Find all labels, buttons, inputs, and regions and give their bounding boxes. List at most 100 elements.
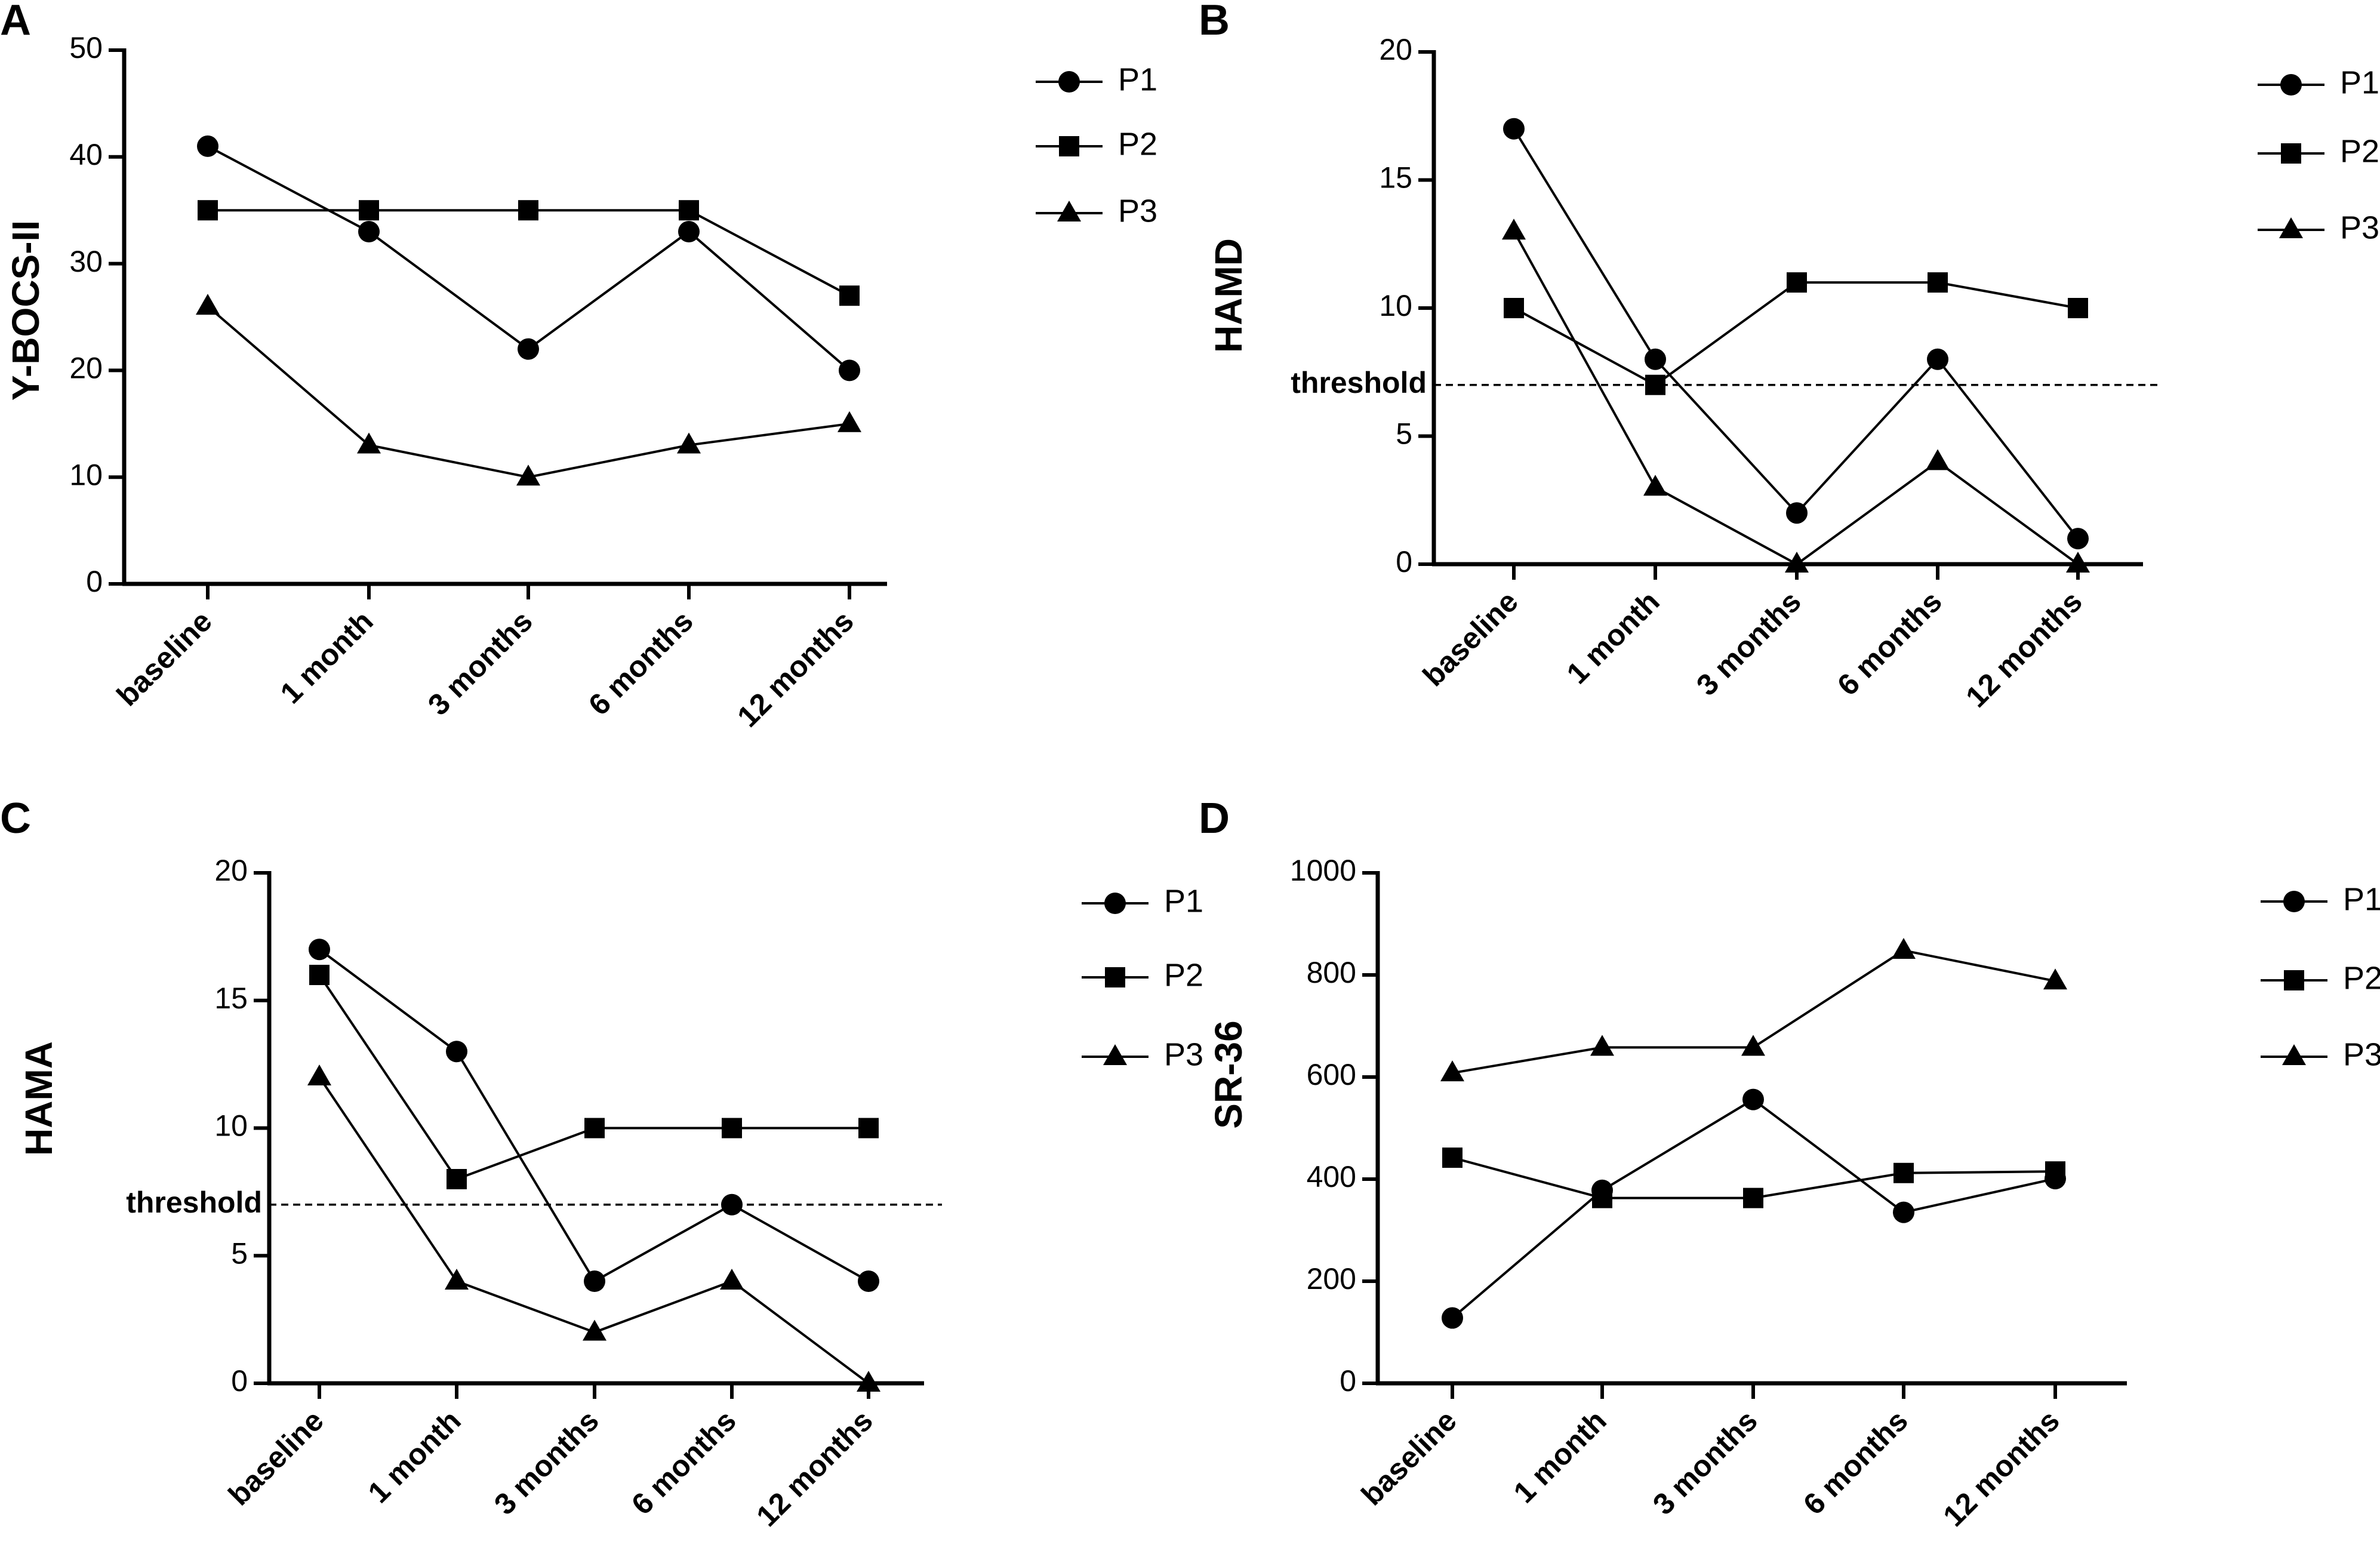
data-point-p1	[446, 1041, 467, 1063]
data-point-p2	[722, 1118, 742, 1139]
data-point-p1	[358, 220, 380, 242]
legend-marker	[1104, 893, 1126, 914]
data-point-p3	[1502, 219, 1526, 240]
data-point-p1	[1786, 502, 1808, 524]
series-p2	[198, 200, 860, 306]
series-p3	[307, 1064, 880, 1392]
y-axis-label: HAMA	[17, 1041, 60, 1156]
data-point-p3	[1785, 552, 1809, 573]
data-point-p2	[1504, 298, 1524, 318]
legend-marker	[2284, 970, 2304, 990]
data-point-p1	[1742, 1088, 1764, 1110]
data-point-p3	[516, 464, 540, 486]
data-point-p2	[839, 285, 860, 306]
y-tick-label: 5	[231, 1236, 248, 1270]
data-point-p2	[1645, 374, 1665, 395]
series-p1	[197, 135, 860, 381]
panel-letter: C	[0, 795, 31, 842]
legend-label: P1	[1164, 883, 1203, 919]
y-tick-label: 800	[1307, 956, 1356, 989]
data-point-p3	[2043, 968, 2067, 990]
legend-label: P1	[1118, 61, 1157, 97]
data-point-p2	[309, 965, 330, 985]
legend-entry-p2: P2	[2258, 133, 2379, 169]
data-point-p3	[357, 432, 381, 454]
data-point-p3	[1741, 1035, 1765, 1056]
data-point-p2	[584, 1118, 605, 1139]
data-point-p2	[1743, 1187, 1763, 1208]
legend-label: P3	[1118, 193, 1157, 229]
series-p3	[1440, 937, 2067, 1082]
y-tick-label: 20	[1379, 33, 1412, 66]
y-tick-label: 20	[69, 352, 103, 385]
data-point-p2	[447, 1169, 467, 1189]
data-point-p3	[720, 1269, 744, 1290]
data-point-p2	[1442, 1147, 1463, 1168]
y-tick-label: 15	[214, 982, 248, 1015]
data-point-p2	[1928, 272, 1948, 293]
legend-entry-p2: P2	[2261, 960, 2380, 996]
series-p2	[1442, 1147, 2065, 1208]
y-tick-label: 0	[231, 1364, 248, 1398]
legend-marker	[2283, 891, 2305, 912]
y-tick-label: 40	[69, 138, 103, 171]
legend-entry-p2: P2	[1036, 126, 1157, 162]
y-tick-label: 0	[1396, 545, 1412, 579]
data-point-p1	[1442, 1307, 1463, 1329]
data-point-p1	[1893, 1201, 1914, 1223]
data-point-p3	[677, 432, 701, 454]
data-point-p3	[838, 411, 861, 432]
data-point-p1	[839, 359, 860, 381]
panel-letter: A	[0, 0, 31, 44]
data-point-p3	[1440, 1060, 1464, 1082]
legend-entry-p1: P1	[1082, 883, 1203, 919]
y-tick-label: 0	[86, 565, 103, 598]
series-p2	[309, 965, 879, 1189]
data-point-p2	[198, 200, 218, 221]
data-point-p2	[518, 200, 538, 221]
legend-label: P1	[2343, 881, 2380, 917]
y-tick-label: 400	[1307, 1160, 1356, 1193]
series-p3	[196, 294, 861, 486]
legend-label: P2	[1118, 126, 1157, 162]
legend-marker	[1103, 1044, 1127, 1065]
legend-marker	[1058, 71, 1080, 93]
series-p1	[1503, 118, 2089, 550]
data-point-p1	[2067, 528, 2089, 550]
data-point-p3	[1643, 475, 1667, 496]
y-tick-label: 0	[1340, 1364, 1356, 1398]
data-point-p3	[1926, 449, 1950, 470]
legend-label: P2	[2343, 960, 2380, 996]
y-tick-label: 10	[214, 1109, 248, 1143]
legend-marker	[2279, 217, 2303, 238]
data-point-p1	[721, 1193, 743, 1216]
data-point-p2	[679, 200, 699, 221]
threshold-label: threshold	[126, 1186, 262, 1219]
panel-letter: D	[1199, 795, 1230, 842]
y-tick-label: 50	[69, 31, 103, 64]
data-point-p1	[1645, 348, 1666, 370]
y-axis-label: Y-BOCS-II	[4, 220, 47, 401]
data-point-p1	[1503, 118, 1525, 140]
legend-label: P3	[1164, 1036, 1203, 1072]
data-point-p3	[307, 1064, 331, 1085]
legend-marker	[1105, 967, 1125, 987]
series-p1	[309, 939, 879, 1292]
data-point-p1	[858, 1270, 879, 1292]
data-point-p2	[858, 1118, 879, 1139]
legend-entry-p1: P1	[1036, 61, 1157, 97]
data-point-p1	[197, 135, 218, 157]
legend-marker	[2281, 143, 2301, 164]
data-point-p3	[1590, 1035, 1614, 1056]
data-point-p2	[1787, 272, 1807, 293]
legend-entry-p3: P3	[2258, 210, 2379, 245]
legend-entry-p3: P3	[1036, 193, 1157, 229]
data-point-p3	[2066, 552, 2090, 573]
data-point-p3	[445, 1269, 469, 1290]
y-tick-label: 20	[214, 854, 248, 887]
legend-marker	[1059, 136, 1079, 156]
y-axis-label: HAMD	[1207, 238, 1250, 353]
y-tick-label: 1000	[1290, 854, 1356, 887]
